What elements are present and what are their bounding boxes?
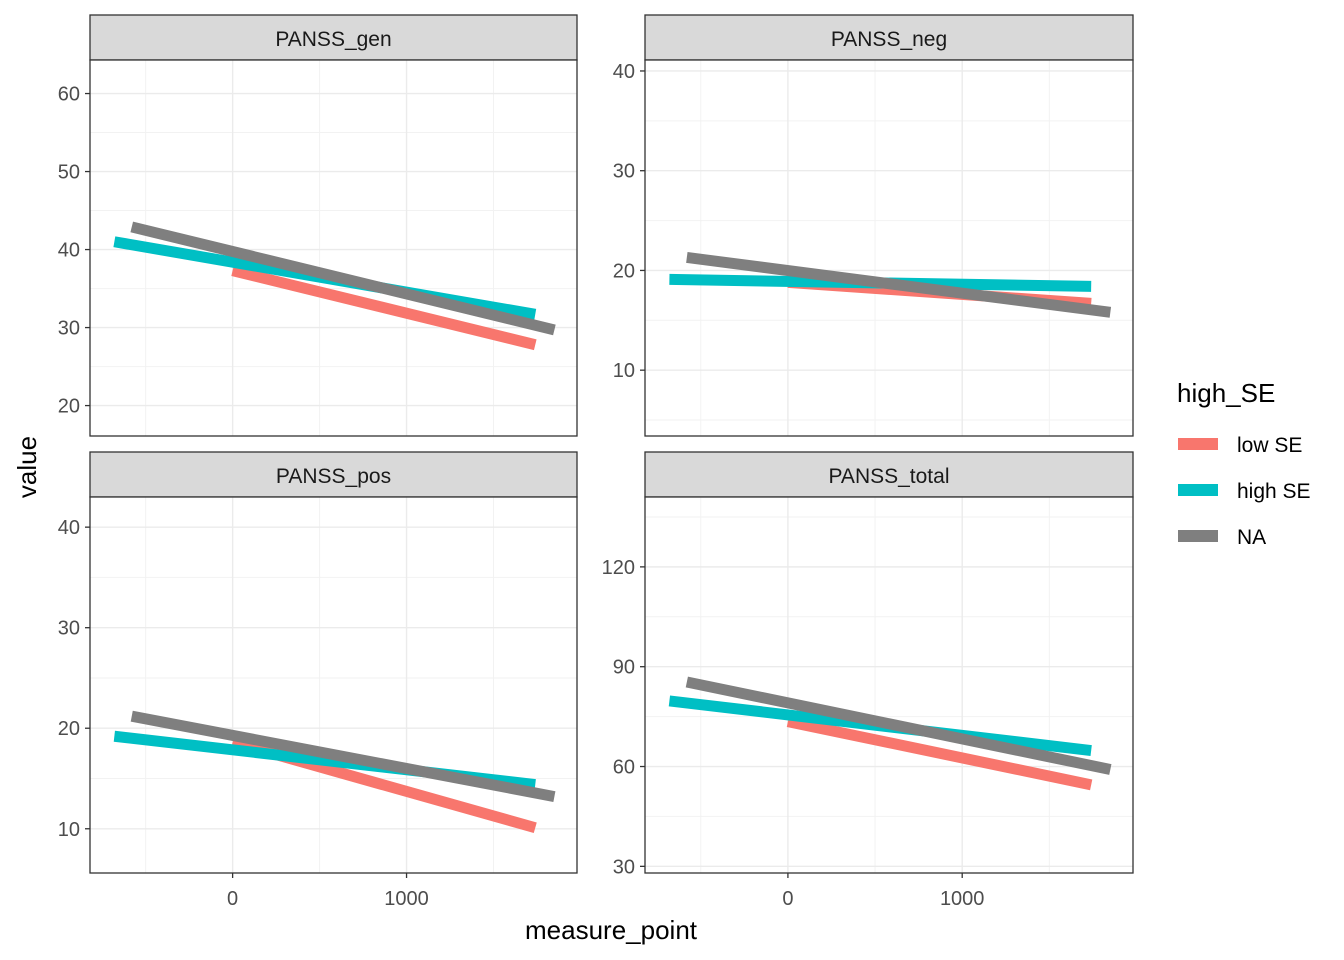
y-tick-label: 60 (613, 757, 635, 779)
legend: high_SE low SE high SE NA (1177, 378, 1311, 549)
facet-title: PANSS_gen (275, 28, 391, 51)
y-tick-label: 20 (58, 396, 80, 418)
panel-PANSS_neg: PANSS_neg 10 20 30 40 (613, 14, 1134, 437)
y-tick-label: 40 (613, 61, 635, 83)
legend-label: NA (1237, 526, 1266, 549)
y-tick-label: 40 (58, 240, 80, 262)
facet-title: PANSS_neg (831, 28, 947, 51)
panel-background (645, 60, 1133, 436)
legend-entry: low SE (1178, 434, 1302, 457)
y-tick-label: 30 (58, 618, 80, 640)
legend-key (1178, 530, 1218, 542)
y-tick-label: 20 (58, 718, 80, 740)
facet-title: PANSS_total (828, 465, 949, 488)
y-tick-label: 10 (58, 819, 80, 841)
panel-border (644, 496, 1134, 874)
facet-strip (644, 451, 1134, 498)
trend-line-na (686, 252, 1112, 318)
panel-background (90, 497, 577, 873)
trend-line-na (130, 221, 556, 336)
facet-title: PANSS_pos (276, 465, 391, 488)
legend-title: high_SE (1177, 378, 1275, 408)
facet-strip (644, 14, 1134, 61)
facet-strip (89, 451, 578, 498)
panel-border (89, 496, 578, 874)
panel-PANSS_total: PANSS_total 30 60 90 120 0 1000 (602, 451, 1134, 910)
panels: PANSS_gen2030405060PANSS_neg10203040PANS… (58, 14, 1134, 910)
y-tick-label: 50 (58, 162, 80, 184)
legend-entry: high SE (1178, 480, 1311, 503)
legend-label: low SE (1237, 434, 1302, 457)
y-tick-label: 20 (613, 260, 635, 282)
trend-line-na (130, 710, 556, 802)
legend-key (1178, 438, 1218, 450)
trend-line-na (685, 676, 1112, 775)
y-tick-label: 30 (613, 161, 635, 183)
trend-line-low-se (786, 716, 1093, 791)
facet-strip (89, 14, 578, 61)
legend-label: high SE (1237, 480, 1311, 503)
legend-entries: low SE high SE NA (1178, 434, 1311, 549)
x-tick-label: 1000 (384, 888, 429, 910)
y-tick-label: 30 (613, 856, 635, 878)
y-tick-label: 30 (58, 318, 80, 340)
panel-border (644, 59, 1134, 437)
x-tick-label: 1000 (940, 888, 985, 910)
y-tick-label: 120 (602, 557, 635, 579)
y-tick-label: 90 (613, 657, 635, 679)
y-tick-label: 40 (58, 517, 80, 539)
trend-line-low-se (231, 265, 537, 351)
x-tick-label: 0 (782, 888, 793, 910)
y-tick-label: 10 (613, 360, 635, 382)
panel-PANSS_pos: PANSS_pos 10 20 30 40 0 1000 (58, 451, 578, 910)
panel-border (89, 59, 578, 437)
x-axis-title: measure_point (525, 915, 698, 945)
x-tick-label: 0 (227, 888, 238, 910)
legend-entry: NA (1178, 526, 1266, 549)
y-axis-title: value (12, 436, 42, 498)
panel-PANSS_gen: PANSS_gen 20 30 40 50 60 (58, 14, 578, 437)
y-tick-label: 60 (58, 84, 80, 106)
legend-key (1178, 484, 1218, 496)
